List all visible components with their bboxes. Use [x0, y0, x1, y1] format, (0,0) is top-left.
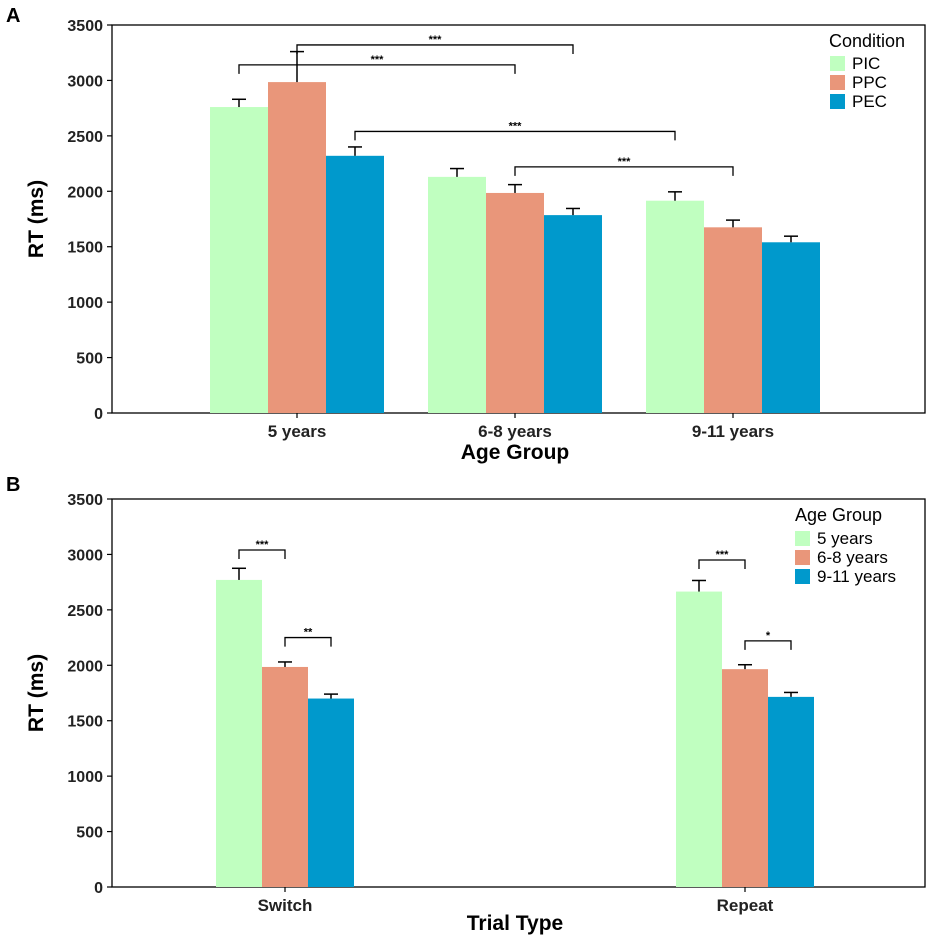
panel-a-y-tick-label: 2000 — [67, 184, 103, 201]
panel-b-legend-label: 9-11 years — [817, 567, 896, 586]
panel-b-legend-swatch — [795, 569, 810, 584]
panel-a-significance: *** *** *** *** — [238, 34, 734, 176]
panel-a-legend-label: PPC — [852, 73, 887, 92]
panel-a-legend-swatch — [830, 94, 845, 109]
panel-b-legend-swatch — [795, 550, 810, 565]
panel-a-legend-swatch — [830, 56, 845, 71]
panel-a-bar — [544, 215, 602, 413]
panel-b-y-tick-label: 500 — [76, 825, 103, 842]
panel-a-sig-label: *** — [429, 34, 443, 46]
panel-a-bar — [268, 82, 326, 413]
panel-a-bar — [210, 107, 268, 413]
panel-a-error-bars — [232, 50, 798, 243]
panel-b-legend-title: Age Group — [795, 505, 882, 525]
panel-a: A RT (ms) Age Group 0 500 1000 1500 2000 2500… — [6, 5, 926, 464]
panel-b-sig-label: * — [766, 630, 771, 642]
panel-a-bar — [326, 155, 384, 413]
panel-a-legend-title: Condition — [829, 31, 905, 51]
panel-b-sig-bracket — [744, 640, 792, 650]
panel-a-x-axis-title: Age Group — [461, 441, 570, 464]
panel-a-bar — [486, 192, 544, 413]
panel-b-y-tick-label: 1500 — [67, 714, 103, 731]
panel-b-legend-swatch — [795, 531, 810, 546]
panel-b-sig-bracket — [698, 559, 746, 569]
panel-a-sig-bracket — [296, 44, 574, 54]
panel-a-x-tick-label: 6-8 years — [478, 422, 552, 441]
panel-b-bar — [722, 669, 768, 887]
panel-a-y-axis-title: RT (ms) — [25, 180, 48, 258]
panel-a-y-tick-label: 1000 — [67, 295, 103, 312]
panel-b-x-tick-label: Repeat — [717, 896, 774, 915]
panel-a-x-tick-label: 9-11 years — [692, 422, 774, 441]
panel-a-legend-label: PIC — [852, 54, 880, 73]
panel-a-sig-label: *** — [618, 156, 632, 168]
panel-a-y-tick-label: 3000 — [67, 73, 103, 90]
panel-b-bar — [308, 698, 354, 887]
panel-b-bar — [676, 591, 722, 887]
panel-a-sig-bracket — [514, 166, 734, 176]
panel-a-x-ticks: 5 years 6-8 years 9-11 years — [268, 413, 774, 441]
panel-b-bar — [262, 666, 308, 887]
panel-b-bar — [216, 579, 262, 887]
panel-b-y-tick-label: 2500 — [67, 603, 103, 620]
panel-a-x-tick-label: 5 years — [268, 422, 327, 441]
panel-b-error-bars — [232, 567, 798, 699]
panel-b-plot-frame — [111, 498, 926, 888]
panel-b-sig-label: *** — [256, 539, 270, 551]
panel-a-bar — [704, 227, 762, 413]
panel-a-bar — [428, 176, 486, 413]
panel-b-y-tick-label: 1000 — [67, 769, 103, 786]
panel-b-legend-label: 6-8 years — [817, 548, 888, 567]
panel-b-x-ticks: Switch Repeat — [258, 887, 774, 915]
panel-b-x-tick-label: Switch — [258, 896, 313, 915]
panel-b-y-axis-title: RT (ms) — [25, 654, 48, 732]
panel-b-bars — [216, 579, 814, 887]
panel-a-y-tick-label: 500 — [76, 351, 103, 368]
panel-a-bars — [210, 82, 820, 413]
panel-a-y-tick-label: 3500 — [67, 18, 103, 35]
panel-b-label: B — [6, 474, 20, 496]
panel-a-legend-swatch — [830, 75, 845, 90]
panel-b-x-axis-title: Trial Type — [467, 912, 563, 935]
panel-b-legend-label: 5 years — [817, 529, 873, 548]
panel-a-sig-label: *** — [509, 120, 523, 132]
panel-b-significance: ********* — [238, 539, 792, 650]
panel-b-sig-bracket — [238, 549, 286, 559]
panel-a-bar — [646, 200, 704, 413]
panel-b-bar — [768, 696, 814, 887]
panel-b-y-tick-label: 3000 — [67, 547, 103, 564]
panel-a-y-tick-label: 0 — [94, 406, 103, 423]
panel-a-legend-label: PEC — [852, 92, 887, 111]
panel-b-sig-label: ** — [304, 627, 313, 639]
panel-a-y-tick-label: 2500 — [67, 129, 103, 146]
panel-b-sig-bracket — [284, 636, 332, 647]
panel-a-label: A — [6, 5, 20, 27]
panel-b-sig-label: *** — [716, 549, 730, 561]
panel-a-bar — [762, 242, 820, 413]
panel-b: B RT (ms) Trial Type 0 500 1000 1500 2000 250… — [6, 474, 926, 935]
panel-a-y-ticks: 0 500 1000 1500 2000 2500 3000 3500 — [67, 18, 112, 423]
panel-a-y-tick-label: 1500 — [67, 240, 103, 257]
panel-b-y-tick-label: 0 — [94, 880, 103, 897]
panel-b-y-tick-label: 2000 — [67, 658, 103, 675]
panel-b-y-ticks: 0 500 1000 1500 2000 2500 3000 3500 — [67, 492, 112, 897]
panel-a-sig-bracket — [238, 64, 516, 74]
panel-a-sig-label: *** — [371, 54, 385, 66]
panel-a-sig-bracket — [354, 130, 676, 141]
panel-b-y-tick-label: 3500 — [67, 492, 103, 509]
